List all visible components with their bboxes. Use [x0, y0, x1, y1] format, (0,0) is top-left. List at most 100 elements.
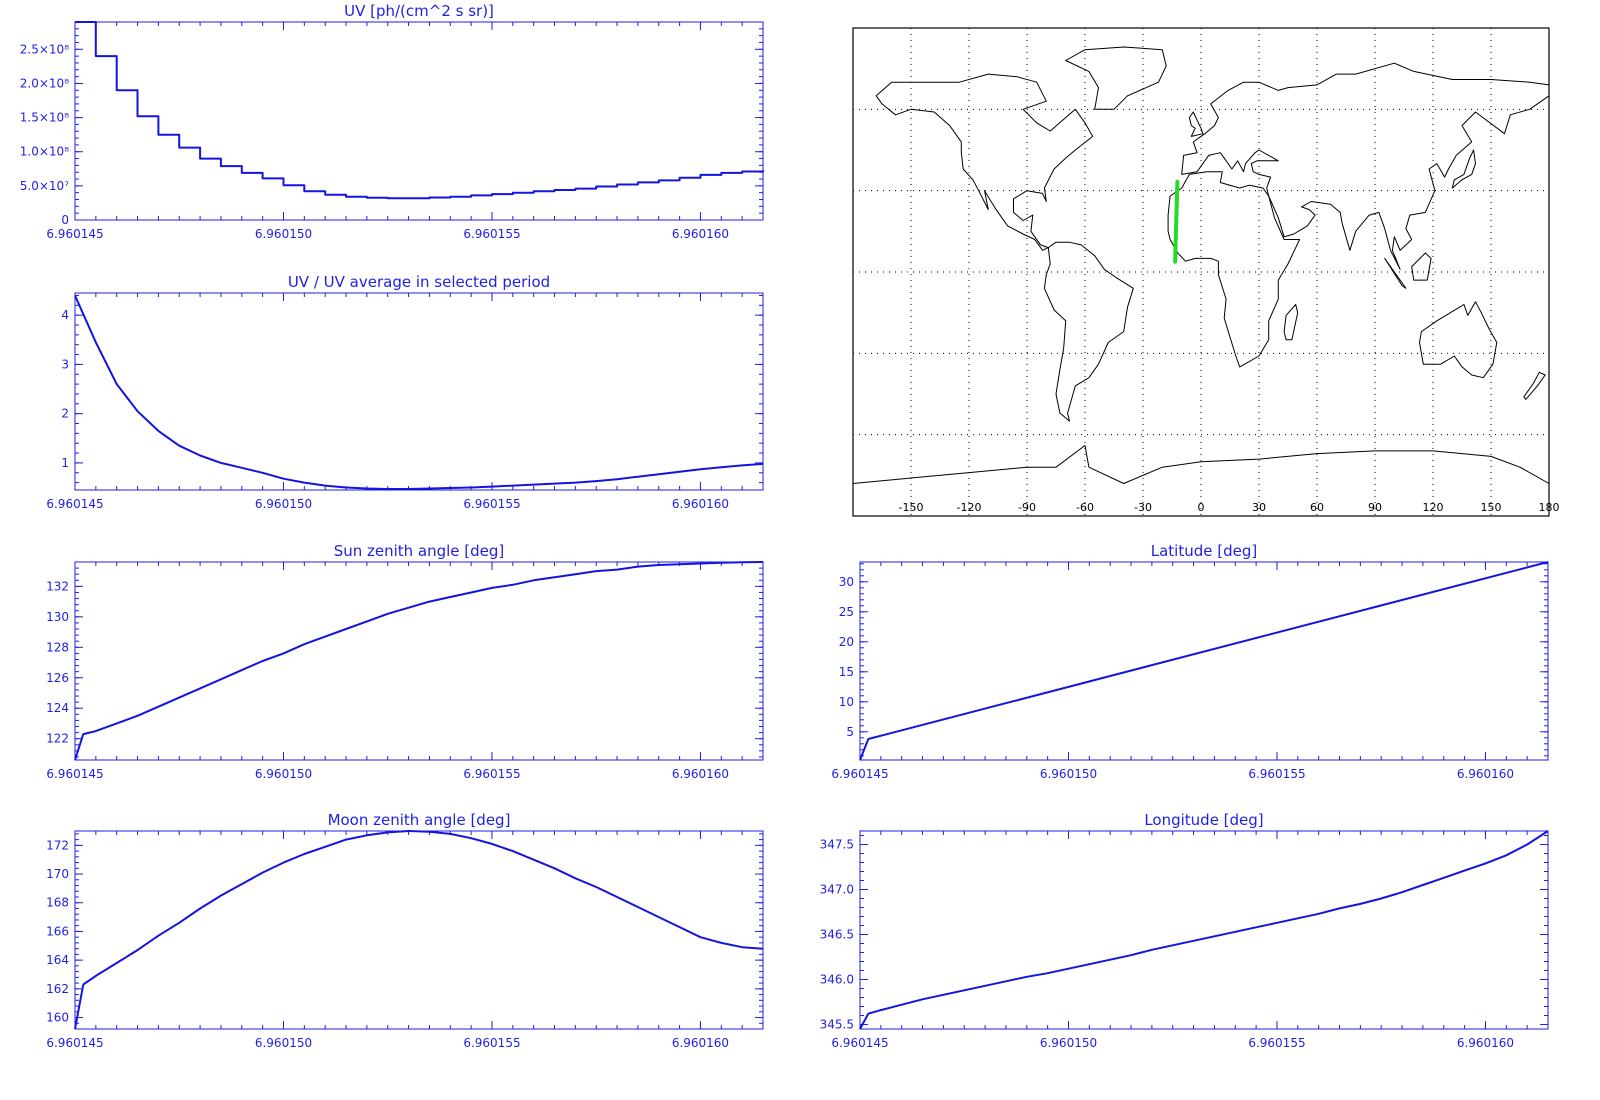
map-x-tick-label: 60 — [1310, 501, 1324, 514]
x-tick-label: 6.960150 — [1040, 1036, 1097, 1050]
y-tick-label: 2.0×10⁸ — [20, 76, 69, 90]
y-tick-label: 10 — [839, 695, 854, 709]
y-tick-label: 3 — [61, 357, 69, 371]
chart-title: Longitude [deg] — [1144, 811, 1263, 829]
x-tick-label: 6.960150 — [255, 767, 312, 781]
map-x-tick-label: -150 — [899, 501, 924, 514]
map-x-tick-label: 120 — [1423, 501, 1444, 514]
world-map: -150 -120 -90 -60 -30 0 30 60 90 120 150 180 — [852, 27, 1560, 517]
y-tick-label: 126 — [46, 671, 69, 685]
x-tick-label: 6.960145 — [831, 1036, 888, 1050]
y-tick-label: 172 — [46, 838, 69, 852]
x-tick-label: 6.960160 — [1457, 767, 1514, 781]
coastline-indonesia — [1384, 257, 1407, 289]
y-tick-label: 4 — [61, 308, 69, 322]
x-tick-label: 6.960150 — [255, 227, 312, 241]
chart-panel-4: Latitude [deg] 6.960145 6.960150 6.960155 6.… — [831, 542, 1549, 781]
coastline-north-america — [875, 73, 1094, 251]
x-tick-label: 6.960155 — [463, 1036, 520, 1050]
x-tick-label: 6.960145 — [831, 767, 888, 781]
chart-panel-3: Sun zenith angle [deg] 6.960145 6.960150 6.… — [46, 542, 764, 781]
x-tick-label: 6.960160 — [1457, 1036, 1514, 1050]
chart-title: Moon zenith angle [deg] — [328, 811, 511, 829]
map-x-tick-label: 150 — [1481, 501, 1502, 514]
x-tick-label: 6.960155 — [463, 227, 520, 241]
x-tick-label: 6.960155 — [463, 767, 520, 781]
x-tick-label: 6.960160 — [672, 767, 729, 781]
coastline-borneo — [1411, 252, 1432, 281]
chart-title: Sun zenith angle [deg] — [334, 542, 505, 560]
y-tick-label: 164 — [46, 953, 69, 967]
coastline-south-america — [1043, 241, 1134, 422]
plot-frame — [74, 830, 764, 1030]
y-tick-label: 346.0 — [820, 973, 854, 987]
x-tick-label: 6.960155 — [463, 497, 520, 511]
map-x-tick-label: 0 — [1198, 501, 1205, 514]
y-tick-label: 5 — [846, 725, 854, 739]
plot-frame — [74, 292, 764, 491]
plot-frame — [859, 561, 1549, 761]
y-tick-label: 170 — [46, 867, 69, 881]
series-line — [74, 830, 764, 1030]
map-x-tick-label: 30 — [1252, 501, 1266, 514]
x-tick-label: 6.960160 — [672, 497, 729, 511]
plot-frame — [859, 830, 1549, 1030]
y-tick-label: 160 — [46, 1011, 69, 1025]
chart-panel-1: UV [ph/(cm^2 s sr)] 6.960145 6.960150 6.960… — [20, 2, 764, 241]
y-tick-label: 166 — [46, 924, 69, 938]
plot-frame — [74, 561, 764, 761]
y-tick-label: 347.5 — [820, 838, 854, 852]
x-tick-label: 6.960145 — [46, 1036, 103, 1050]
coastline-africa — [1167, 171, 1301, 368]
y-tick-label: 347.0 — [820, 883, 854, 897]
coastline-new-zealand — [1523, 371, 1546, 400]
coastline-greenland — [1065, 46, 1167, 110]
coastline-japan — [1451, 149, 1476, 189]
chart-title: UV [ph/(cm^2 s sr)] — [344, 2, 494, 20]
y-tick-label: 0 — [61, 213, 69, 227]
y-tick-label: 124 — [46, 701, 69, 715]
coastline-madagascar — [1283, 304, 1299, 341]
y-tick-label: 130 — [46, 610, 69, 624]
y-tick-label: 162 — [46, 982, 69, 996]
y-tick-label: 25 — [839, 605, 854, 619]
series-line — [74, 561, 764, 761]
y-tick-label: 122 — [46, 732, 69, 746]
map-x-tick-label: -60 — [1076, 501, 1094, 514]
x-tick-label: 6.960150 — [255, 497, 312, 511]
x-tick-label: 6.960160 — [672, 1036, 729, 1050]
y-tick-label: 128 — [46, 640, 69, 654]
y-tick-label: 132 — [46, 579, 69, 593]
chart-title: UV / UV average in selected period — [288, 273, 550, 291]
map-x-tick-label: -90 — [1018, 501, 1036, 514]
map-x-tick-label: 180 — [1539, 501, 1560, 514]
y-tick-label: 346.5 — [820, 928, 854, 942]
x-tick-label: 6.960155 — [1248, 767, 1305, 781]
x-tick-label: 6.960150 — [1040, 767, 1097, 781]
x-tick-label: 6.960155 — [1248, 1036, 1305, 1050]
map-x-tick-label: -120 — [957, 501, 982, 514]
y-tick-label: 345.5 — [820, 1018, 854, 1032]
series-line — [75, 21, 764, 200]
x-tick-label: 6.960160 — [672, 227, 729, 241]
series-line — [74, 295, 764, 490]
chart-panel-5: Moon zenith angle [deg] 6.960145 6.960150 6… — [46, 811, 764, 1050]
map-x-tick-label: 90 — [1368, 501, 1382, 514]
x-tick-label: 6.960150 — [255, 1036, 312, 1050]
y-tick-label: 1.5×10⁸ — [20, 111, 69, 125]
y-tick-label: 168 — [46, 896, 69, 910]
coastline-uk — [1188, 111, 1204, 137]
y-tick-label: 1 — [61, 456, 69, 470]
x-tick-label: 6.960145 — [46, 767, 103, 781]
y-tick-label: 15 — [839, 665, 854, 679]
y-tick-label: 5.0×10⁷ — [20, 179, 69, 193]
y-tick-label: 20 — [839, 635, 854, 649]
y-tick-label: 1.0×10⁸ — [20, 145, 69, 159]
chart-panel-2: UV / UV average in selected period 6.9601… — [46, 273, 764, 511]
chart-title: Latitude [deg] — [1151, 542, 1257, 560]
chart-panels: UV [ph/(cm^2 s sr)] 6.960145 6.960150 6.960… — [20, 2, 1549, 1050]
x-tick-label: 6.960145 — [46, 227, 103, 241]
coastline-australia — [1419, 301, 1498, 379]
orbit-track — [1173, 179, 1180, 264]
